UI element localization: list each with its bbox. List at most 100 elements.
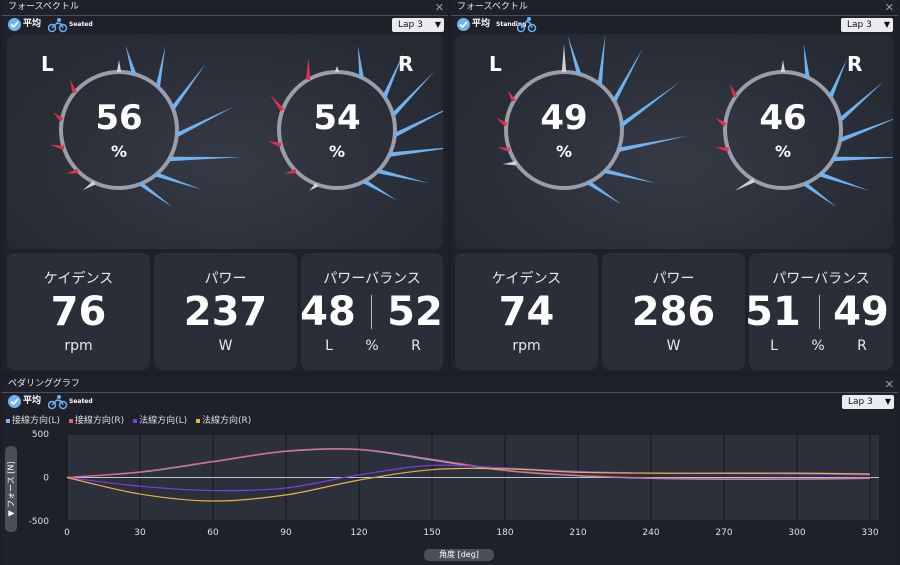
power-balance-card: パワーバランス 48 52 L % R [300, 253, 443, 370]
force-vector-positive [620, 82, 680, 127]
standing-rider-icon [517, 17, 537, 33]
legend-item[interactable]: 接線方向(R) [68, 416, 124, 426]
power-card: パワー 237 W [154, 253, 297, 370]
gauge-right-value: 54 [313, 98, 361, 138]
average-label: 平均 [23, 19, 42, 29]
lap-select[interactable]: Lap 3 ▼ [842, 395, 894, 409]
chevron-down-icon: ▼ [884, 397, 891, 406]
force-vector-positive [587, 180, 622, 205]
force-vector-neutral [561, 44, 567, 72]
legend-item[interactable]: 接線方向(L) [6, 416, 60, 426]
balance-unit: % [365, 338, 379, 354]
balance-separator [371, 295, 372, 329]
cadence-unit: rpm [512, 338, 541, 354]
panel-toolbar: 平均 Seated Lap 3 ▼ [2, 394, 898, 410]
balance-separator [819, 295, 820, 329]
check-icon [10, 21, 19, 29]
gauge-right-unit: % [774, 142, 792, 161]
force-vector-positive [357, 45, 364, 78]
force-vector-negative [284, 168, 297, 174]
power-value: 237 [183, 289, 268, 335]
gauge-left-unit: % [555, 142, 573, 161]
gauge-side-right: R [398, 52, 414, 76]
force-vector-negative [496, 117, 508, 127]
power-label: パワー [204, 271, 247, 287]
force-vector-negative [66, 168, 79, 174]
cadence-label: ケイデンス [43, 271, 114, 287]
force-vector-positive [803, 182, 837, 208]
balance-unit: % [811, 338, 825, 354]
power-label: パワー [652, 271, 695, 287]
power-balance-label: パワーバランス [772, 271, 870, 287]
force-vector-negative [714, 147, 729, 152]
power-value: 286 [631, 289, 716, 335]
gauge-side-right: R [847, 52, 863, 76]
chevron-down-icon: ▼ [434, 20, 441, 29]
power-card: パワー 286 W [602, 253, 745, 370]
average-checkbox[interactable] [8, 395, 21, 408]
legend-swatch [6, 418, 10, 423]
force-vector-neutral [334, 66, 340, 72]
close-icon[interactable]: ✕ [884, 378, 894, 391]
force-vector-positive [819, 172, 870, 191]
balance-left-label: L [770, 338, 778, 354]
force-vector-positive [833, 156, 900, 162]
force-vector-positive [155, 45, 166, 88]
seated-rider-icon [48, 395, 68, 410]
force-vector-neutral [82, 180, 96, 191]
force-vector-positive [612, 48, 643, 103]
force-vector-negative [497, 147, 510, 152]
cadence-label: ケイデンス [491, 271, 562, 287]
force-vector-positive [391, 71, 435, 117]
force-vector-positive [125, 45, 137, 75]
panel-title: フォースベクトル ✕ [2, 0, 448, 16]
chevron-down-icon: ▼ [883, 20, 890, 29]
average-checkbox[interactable] [8, 18, 21, 31]
panel-title-text: フォースベクトル [457, 2, 528, 12]
balance-right-value: 49 [833, 289, 889, 335]
pedaling-graph-panel: ペダリンググラフ ✕ 平均 Seated Lap 3 ▼ [2, 377, 898, 565]
power-balance-card: パワーバランス 51 49 L % R [745, 253, 893, 370]
balance-right-label: R [857, 338, 867, 354]
force-vector-positive [389, 146, 462, 157]
panel-toolbar: 平均 Standing Lap 3 ▼ [451, 17, 898, 33]
lap-select-value: Lap 3 [848, 397, 873, 407]
close-icon[interactable]: ✕ [434, 1, 444, 14]
balance-left-value: 51 [745, 289, 801, 335]
legend-item[interactable]: 法線方向(R) [196, 416, 251, 426]
y-axis-selector[interactable]: ▼ フォース [N] [5, 446, 17, 532]
force-gauge-card: L R 49 % 46 % [455, 34, 900, 249]
power-unit: W [218, 338, 233, 354]
force-vector-positive [175, 106, 235, 138]
average-label: 平均 [472, 19, 491, 29]
average-checkbox[interactable] [457, 18, 470, 31]
close-icon[interactable]: ✕ [884, 1, 894, 14]
x-axis-selector[interactable]: 角度 [deg] [424, 549, 494, 561]
lap-select[interactable]: Lap 3 ▼ [841, 18, 893, 32]
balance-right-value: 52 [387, 289, 443, 335]
legend-swatch [68, 418, 73, 423]
legend-label: 法線方向(L) [139, 416, 188, 426]
force-vector-positive [597, 34, 606, 85]
force-vector-positive [839, 116, 900, 143]
force-gauges-drawing [496, 34, 900, 208]
legend-swatch [133, 418, 138, 423]
force-vector-positive [393, 103, 458, 138]
force-vector-positive [377, 168, 429, 184]
cadence-value: 74 [498, 289, 555, 335]
panel-title-text: フォースベクトル [8, 2, 79, 12]
panel-toolbar: 平均 Seated Lap 3 ▼ [2, 17, 448, 33]
lap-select[interactable]: Lap 3 ▼ [392, 18, 444, 32]
force-vector-positive [139, 182, 173, 208]
force-vector-neutral [116, 60, 122, 72]
force-vector-negative [267, 141, 282, 148]
force-vector-positive [567, 35, 582, 75]
panel-title: ペダリンググラフ ✕ [2, 377, 898, 393]
force-vector-positive [618, 135, 688, 152]
legend-swatch [196, 418, 200, 423]
lap-select-value: Lap 3 [398, 20, 423, 30]
force-vector-negative [50, 144, 65, 151]
force-gauge-card: L R 56 % 54 % [7, 34, 462, 249]
legend-item[interactable]: 法線方向(L) [133, 416, 187, 426]
balance-left-label: L [325, 338, 333, 354]
